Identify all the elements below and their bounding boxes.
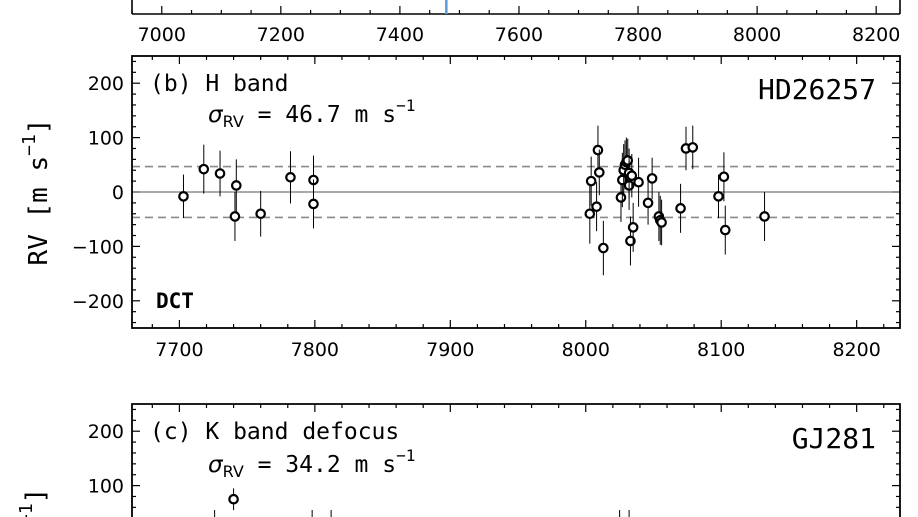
- panel-b-point: [592, 144, 604, 156]
- panel-b-x-tick-label: 7800: [291, 339, 339, 361]
- panel-b-point: [626, 170, 638, 181]
- panel-a-x-tick-label: 7200: [257, 24, 305, 46]
- panel-c-sigma: σRV = 34.2 m s−1: [208, 446, 415, 481]
- panel-b-ylabel: RV [m s−1]: [19, 119, 54, 266]
- panel-b-sigma-value: = 46.7 m s: [244, 102, 396, 128]
- panel-b-x-tick-label: 8100: [697, 339, 745, 361]
- panel-b-instrument: DCT: [156, 289, 194, 313]
- panel-b-x-tick-label: 8000: [562, 339, 610, 361]
- panel-c-label: (c) K band defocus: [150, 419, 399, 445]
- panel-b-point: [308, 198, 319, 210]
- panel-b-ylabel-main: RV [m s: [24, 156, 54, 266]
- panel-b-point: [625, 235, 636, 247]
- panel-b-point: [719, 224, 731, 236]
- panel-b-x-tick-label: 8200: [832, 339, 880, 361]
- panel-b-y-tick-label: 0: [112, 182, 124, 204]
- panel-b-point: [718, 171, 730, 183]
- panel-b-y-tick-label: −100: [72, 236, 124, 258]
- panel-c-sigma-symbol: σ: [208, 452, 224, 478]
- panel-c-points: [214, 488, 630, 517]
- panel-b-point: [584, 208, 596, 220]
- panel-c: 200 100 (c) K band defocus σRV = 34.2 m s…: [16, 403, 901, 517]
- panel-b-sigma-exp: −1: [396, 96, 415, 115]
- panel-b-sigma-sub: RV: [223, 112, 244, 131]
- panel-c-ylabel-close: ]: [21, 488, 51, 504]
- panel-b-point: [285, 172, 296, 183]
- panel-b-label: (b) H band: [150, 71, 288, 97]
- panel-b-point: [591, 201, 602, 212]
- panel-a-x-tick-label: 7800: [614, 24, 662, 46]
- panel-b-point: [656, 217, 667, 228]
- panel-b-point: [633, 176, 644, 188]
- panel-b-point: [229, 211, 241, 222]
- panel-c-sigma-exp: −1: [396, 446, 415, 465]
- panel-b-point: [759, 211, 770, 222]
- panel-b-point: [622, 155, 634, 166]
- panel-c-ylabel-exp: −1: [16, 503, 37, 517]
- panel-b-y-tick-label: 200: [88, 73, 124, 95]
- panel-b-y-tick-label: −200: [72, 291, 124, 313]
- panel-b-point: [713, 191, 724, 202]
- panel-b-point: [646, 173, 658, 184]
- panel-b-point: [178, 191, 189, 202]
- panel-b-point: [214, 168, 226, 179]
- panel-a: 7000 7200 7400 7600 7800 8000 8200: [131, 0, 901, 46]
- panel-b-point: [675, 203, 686, 214]
- panel-b-sigma-symbol: σ: [208, 102, 224, 128]
- panel-c-ylabel: −1]: [16, 488, 51, 517]
- panel-b-point: [642, 197, 654, 209]
- panel-b-points: [178, 125, 770, 276]
- panel-b-point: [598, 242, 609, 254]
- panel-b-point: [627, 222, 639, 233]
- panel-b-point: [615, 192, 627, 203]
- panel-b-star-name: HD26257: [758, 73, 876, 106]
- panel-c-sigma-sub: RV: [223, 462, 244, 481]
- panel-b-x-tick-label: 7900: [426, 339, 474, 361]
- panel-b-point: [230, 180, 242, 191]
- panel-b-point: [255, 208, 266, 220]
- panel-b-y-tick-label: 100: [88, 128, 124, 150]
- panel-c-sigma-value: = 34.2 m s: [244, 452, 396, 478]
- panel-a-x-tick-label: 7000: [138, 24, 186, 46]
- panel-c-y-tick-label: 200: [88, 421, 124, 443]
- panel-c-frame: [131, 403, 901, 517]
- panel-b-ylabel-exp: −1: [19, 134, 40, 156]
- panel-b-frame: [131, 55, 901, 329]
- panel-b-point: [687, 142, 699, 153]
- panel-c-y-tick-label: 100: [88, 476, 124, 498]
- panel-b-point: [585, 175, 597, 187]
- panel-a-ticks: 7000 7200 7400 7600 7800 8000 8200: [131, 6, 900, 46]
- panel-a-x-tick-label: 7600: [495, 24, 543, 46]
- panel-b-x-tick-label: 7700: [155, 339, 203, 361]
- panel-a-x-tick-label: 7400: [376, 24, 424, 46]
- panel-a-x-tick-label: 8200: [852, 24, 900, 46]
- panel-a-x-tick-label: 8000: [733, 24, 781, 46]
- panel-b-point: [198, 163, 210, 175]
- panel-b: 7700 7800 7900 8000 8100 82002001000−100−200 …: [19, 55, 901, 361]
- panel-c-star-name: GJ281: [792, 422, 876, 455]
- panel-b-ticks: 7700 7800 7900 8000 8100 8200 200 100 0 −100 −200: [72, 56, 900, 361]
- panel-b-sigma: σRV = 46.7 m s−1: [208, 96, 415, 131]
- panel-c-point: [228, 493, 239, 505]
- panel-b-ylabel-close: ]: [24, 119, 54, 135]
- panel-b-point: [594, 167, 605, 178]
